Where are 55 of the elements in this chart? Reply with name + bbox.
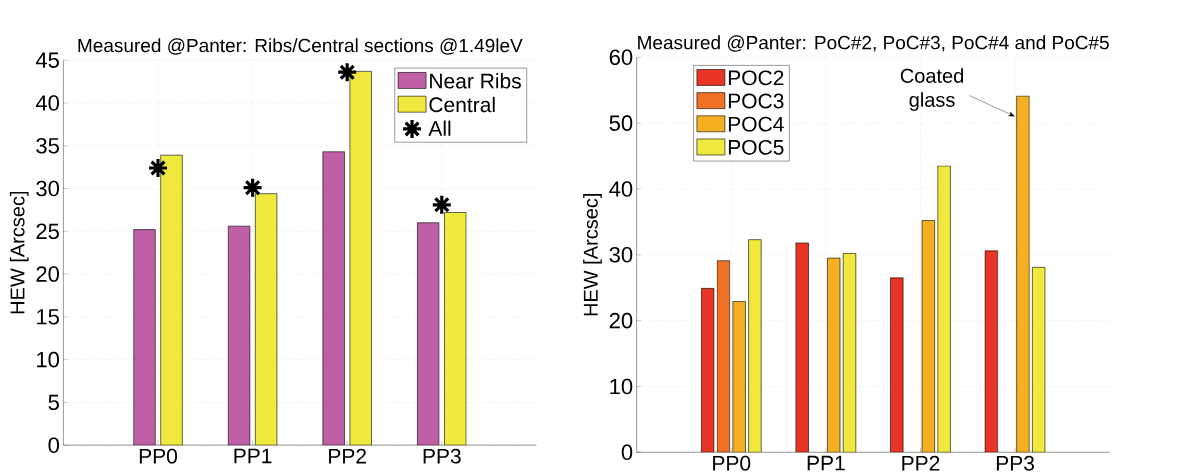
bar — [1032, 267, 1046, 453]
y-tick-label: 60 — [609, 49, 633, 66]
bar — [842, 253, 857, 453]
legend-label: POC4 — [728, 116, 784, 132]
chart-title: Measured @Panter: PoC#2, PoC#3, PoC#4 and PoC#5 — [638, 35, 1109, 52]
legend-label: POC3 — [728, 93, 784, 109]
x-tick-label: PP2 — [902, 455, 940, 471]
annotation: Coated glass — [900, 68, 963, 111]
point — [336, 61, 358, 83]
y-tick-label: 15 — [37, 309, 59, 325]
legend-label: All — [428, 120, 451, 136]
legend-label: Near Ribs — [430, 73, 521, 89]
chart-title: Measured @Panter: Ribs/Central sections @1.49leV — [78, 38, 523, 55]
bar — [417, 222, 440, 446]
bar — [349, 71, 372, 446]
bar — [255, 193, 277, 446]
x-tick-label: PP3 — [996, 455, 1034, 471]
bar — [732, 301, 746, 453]
bar — [1016, 95, 1030, 453]
y-tick-label: 50 — [609, 115, 633, 131]
y-tick-label: 35 — [36, 137, 59, 154]
x-tick-label: PP0 — [713, 455, 751, 471]
bar — [444, 212, 467, 446]
y-tick-label: 0 — [48, 437, 59, 453]
y-tick-label: 10 — [610, 378, 633, 395]
y-tick-label: 45 — [35, 52, 59, 68]
y-tick-label: 20 — [36, 266, 59, 282]
y-tick-label: 30 — [609, 247, 633, 263]
point — [147, 157, 169, 179]
x-tick-label: PP0 — [139, 448, 178, 464]
bar — [228, 226, 250, 446]
bar — [160, 155, 183, 446]
legend-label: POC5 — [728, 139, 784, 155]
bar — [322, 151, 345, 446]
y-axis-title: HEW [Arcsec] — [583, 194, 602, 316]
legend-label: POC2 — [728, 70, 784, 86]
y-tick-label: 25 — [36, 223, 59, 240]
bar — [748, 239, 762, 453]
x-tick-label: PP2 — [329, 448, 366, 464]
bar — [937, 165, 951, 453]
y-tick-label: 30 — [36, 180, 59, 197]
y-tick-label: 0 — [621, 444, 633, 461]
y-tick-label: 10 — [37, 351, 59, 368]
y-axis-title: HEW [Arcsec] — [9, 191, 29, 314]
x-tick-label: PP3 — [423, 448, 461, 464]
y-tick-label: 40 — [35, 95, 59, 111]
bar — [133, 229, 156, 446]
y-tick-label: 40 — [609, 181, 633, 197]
x-tick-label: PP1 — [807, 455, 845, 471]
y-tick-label: 20 — [609, 312, 633, 329]
y-tick-label: 5 — [48, 394, 59, 411]
point — [242, 177, 264, 199]
point — [431, 194, 453, 216]
x-tick-label: PP1 — [234, 448, 272, 464]
legend-label: Central — [429, 96, 495, 113]
